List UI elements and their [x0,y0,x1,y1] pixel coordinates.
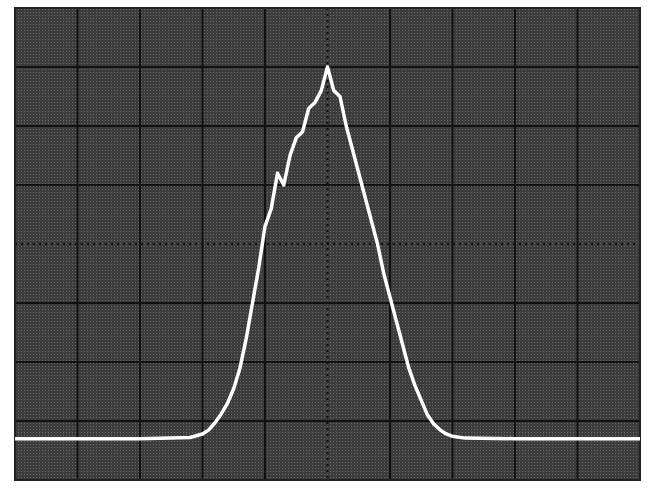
trace [15,67,640,439]
plot-frame [15,8,640,480]
grid-line-x [264,8,266,480]
grid-line-y [15,420,640,422]
grid-line-y [15,302,640,304]
grid-line-x [139,8,141,480]
grid [15,8,640,480]
screen [15,8,640,480]
trace-group [15,67,640,439]
oscilloscope-chart [0,0,653,491]
grid-line-x [577,8,579,480]
grid-line-y [15,243,640,245]
grid-line-y [15,361,640,363]
grid-line-y [15,184,640,186]
grid-line-y [15,125,640,127]
page-background [0,0,653,491]
grid-line-x [389,8,391,480]
